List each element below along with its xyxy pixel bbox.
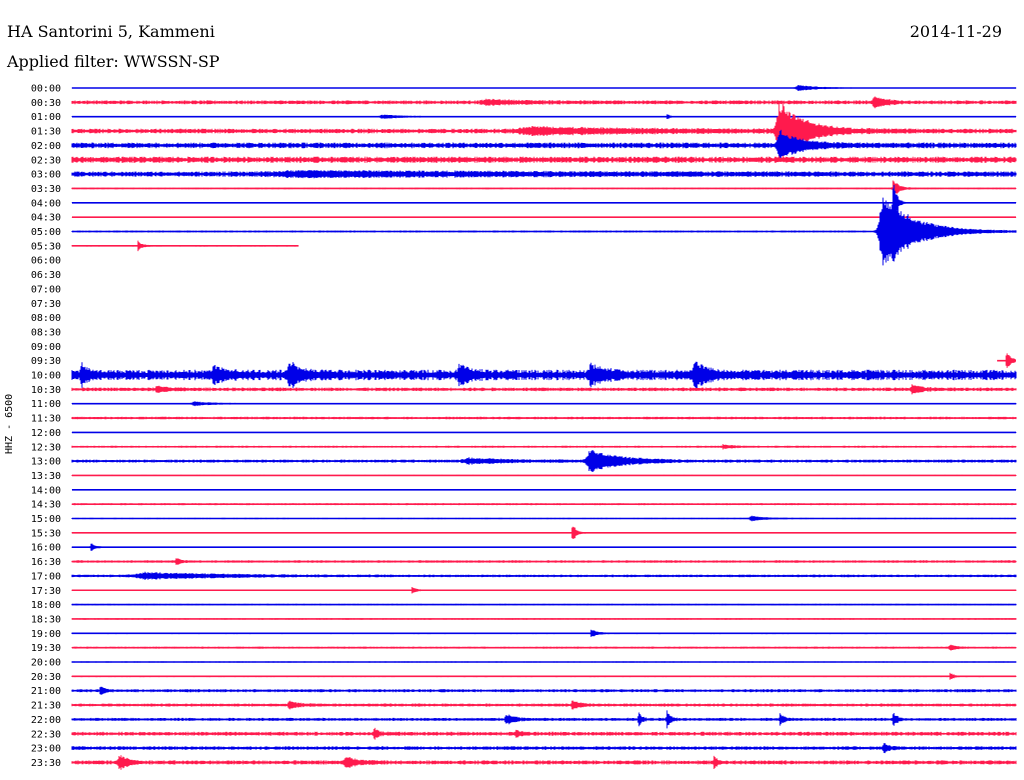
time-tick-label: 10:30 [31,385,61,396]
trace-2230 [71,727,1017,740]
trace-1430 [71,503,1017,506]
time-tick-label: 03:30 [31,184,61,195]
trace-2300 [71,743,1017,754]
trace-1900 [71,629,1017,637]
time-tick-label: 04:30 [31,213,61,224]
trace-1130 [71,416,1017,420]
time-tick-label: 14:30 [31,500,61,511]
trace-1400 [71,489,1017,491]
trace-2030 [71,672,1017,680]
time-tick-label: 01:00 [31,112,61,123]
time-tick-label: 22:30 [31,729,61,740]
trace-0230 [71,156,1017,163]
time-tick-label: 01:30 [31,127,61,138]
trace-1000 [71,361,1017,389]
trace-2130 [71,700,1017,710]
time-tick-label: 18:00 [31,600,61,611]
time-tick-label: 03:00 [31,170,61,181]
time-tick-label: 16:30 [31,557,61,568]
time-tick-label: 02:00 [31,141,61,152]
trace-0430 [71,216,1017,218]
time-tick-label: 22:00 [31,715,61,726]
trace-1700 [71,571,1017,580]
time-tick-label: 20:30 [31,672,61,683]
time-tick-label: 08:00 [31,313,61,324]
time-tick-label: 00:00 [31,84,61,95]
trace-0530 [71,240,299,252]
trace-1930 [71,644,1017,651]
trace-1500 [71,515,1017,522]
trace-1800 [71,603,1017,606]
trace-1200 [71,432,1017,433]
trace-0200 [71,129,1017,161]
trace-1330 [71,474,1017,476]
trace-0100 [71,114,1017,119]
time-tick-label: 02:30 [31,155,61,166]
date-label: 2014-11-29 [909,22,1002,41]
trace-1100 [71,401,1017,407]
time-tick-label: 19:30 [31,643,61,654]
time-tick-label: 23:30 [31,758,61,769]
trace-lines [71,85,1017,770]
trace-0330 [71,180,1017,197]
trace-0400 [71,185,1017,221]
trace-1730 [71,587,1017,594]
time-tick-label: 12:00 [31,428,61,439]
trace-2100 [71,686,1017,695]
trace-1630 [71,558,1017,565]
time-tick-label: 07:00 [31,284,61,295]
trace-1230 [71,444,1017,450]
station-title: HA Santorini 5, Kammeni [7,22,215,41]
time-tick-label: 10:00 [31,371,61,382]
trace-0000 [71,85,1017,91]
time-tick-label: 18:30 [31,614,61,625]
trace-0300 [71,170,1017,179]
time-tick-label: 13:00 [31,457,61,468]
trace-2000 [71,661,1017,663]
trace-1830 [71,618,1017,620]
time-tick-label: 05:30 [31,241,61,252]
filter-label: Applied filter: WWSSN-SP [7,52,220,71]
time-tick-label: 14:00 [31,485,61,496]
trace-2200 [71,710,1017,729]
time-tick-label: 17:00 [31,571,61,582]
time-tick-label: 07:30 [31,299,61,310]
time-tick-label: 21:30 [31,701,61,712]
time-tick-label: 15:30 [31,528,61,539]
time-tick-label: 17:30 [31,586,61,597]
trace-0030 [71,96,1017,109]
time-tick-label: 09:30 [31,356,61,367]
trace-0500 [71,197,1017,266]
trace-1530 [71,526,1017,539]
time-tick-label: 09:00 [31,342,61,353]
time-tick-label: 08:30 [31,327,61,338]
time-tick-label: 00:30 [31,98,61,109]
time-tick-label: 20:00 [31,658,61,669]
time-tick-label: 19:00 [31,629,61,640]
time-tick-label: 11:00 [31,399,61,410]
time-tick-label: 06:30 [31,270,61,281]
trace-0130 [71,103,1017,159]
time-tick-label: 11:30 [31,414,61,425]
time-tick-label: 21:00 [31,686,61,697]
time-tick-label: 05:00 [31,227,61,238]
time-tick-label: 23:00 [31,744,61,755]
time-tick-label: 15:00 [31,514,61,525]
time-tick-labels: 00:00 00:30 01:00 01:30 02:00 02:30 03:00 03:30… [31,84,61,769]
time-tick-label: 06:00 [31,256,61,267]
time-tick-label: 13:30 [31,471,61,482]
time-tick-label: 16:00 [31,543,61,554]
trace-2330 [71,755,1017,770]
trace-1600 [71,543,1017,551]
trace-1300 [71,450,1017,472]
time-tick-label: 12:30 [31,442,61,453]
trace-0930 [1004,353,1016,368]
time-tick-label: 04:00 [31,198,61,209]
trace-1030 [71,384,1017,395]
